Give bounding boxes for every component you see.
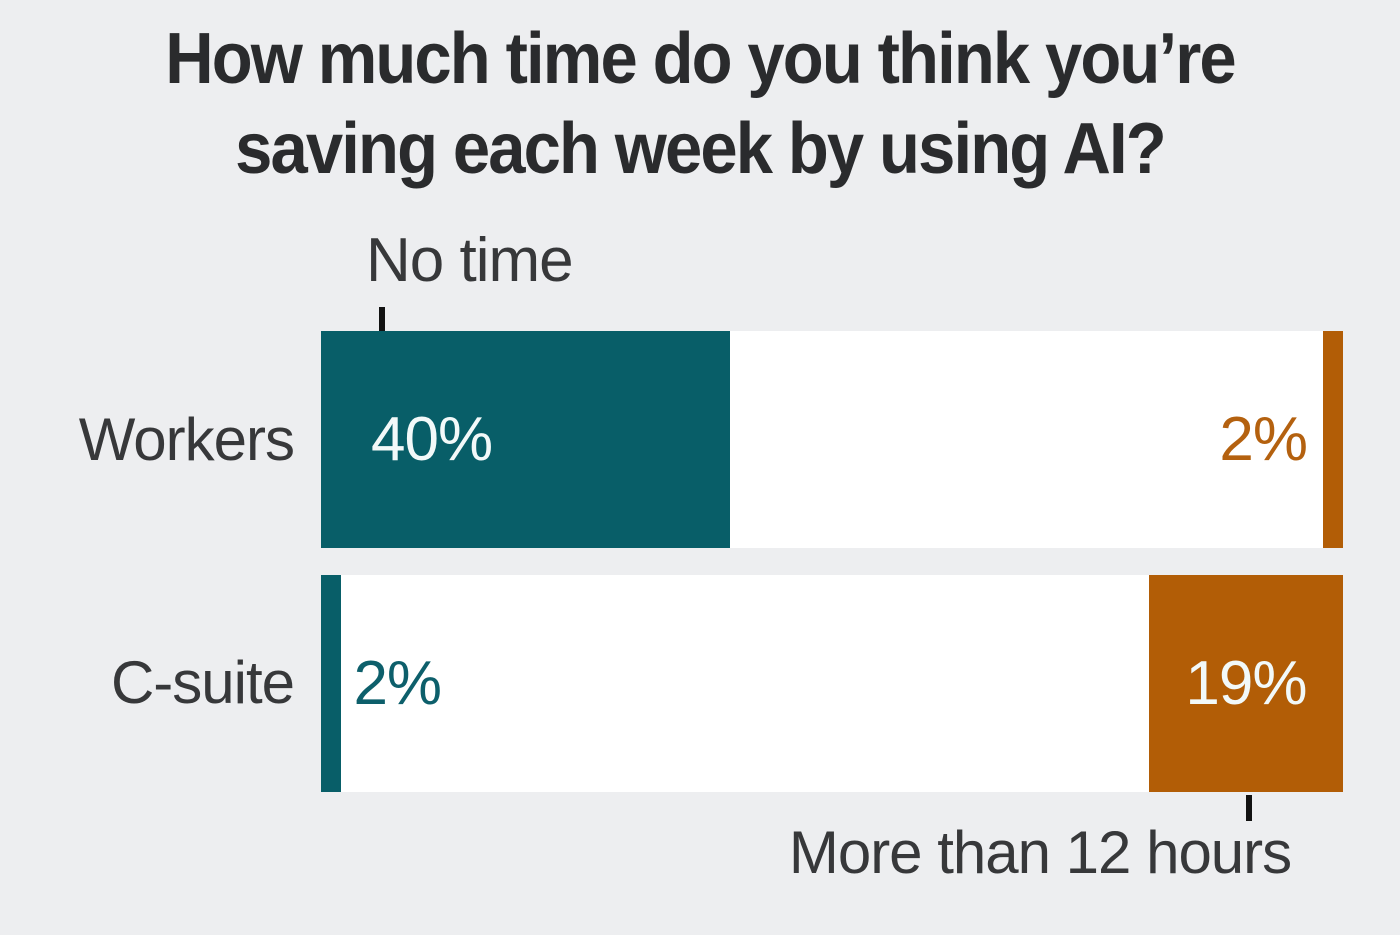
csuite-more-than-12-bar: 19% bbox=[1148, 575, 1343, 792]
no-time-tick bbox=[379, 307, 385, 333]
row-label-workers: Workers bbox=[78, 406, 295, 473]
row-label-csuite: C-suite bbox=[110, 649, 295, 716]
csuite-bar-track: 2% 19% bbox=[321, 575, 1343, 792]
workers-no-time-value: 40% bbox=[371, 404, 493, 474]
workers-more-than-12-value: 2% bbox=[1219, 404, 1308, 474]
csuite-more-than-12-value: 19% bbox=[1185, 648, 1307, 718]
chart-title: How much time do you think you’re saving… bbox=[49, 14, 1351, 194]
workers-more-than-12-bar bbox=[1322, 331, 1343, 548]
more-than-12-tick bbox=[1246, 795, 1252, 821]
csuite-no-time-bar bbox=[321, 575, 342, 792]
workers-no-time-bar: 40% bbox=[321, 331, 730, 548]
chart-title-line-2: saving each week by using AI? bbox=[235, 109, 1167, 189]
more-than-12-annotation-label: More than 12 hours bbox=[788, 819, 1292, 886]
chart-title-line-1: How much time do you think you’re bbox=[165, 19, 1236, 99]
csuite-no-time-value: 2% bbox=[353, 648, 442, 718]
no-time-annotation-label: No time bbox=[366, 226, 574, 295]
workers-bar-track: 40% 2% bbox=[321, 331, 1343, 548]
